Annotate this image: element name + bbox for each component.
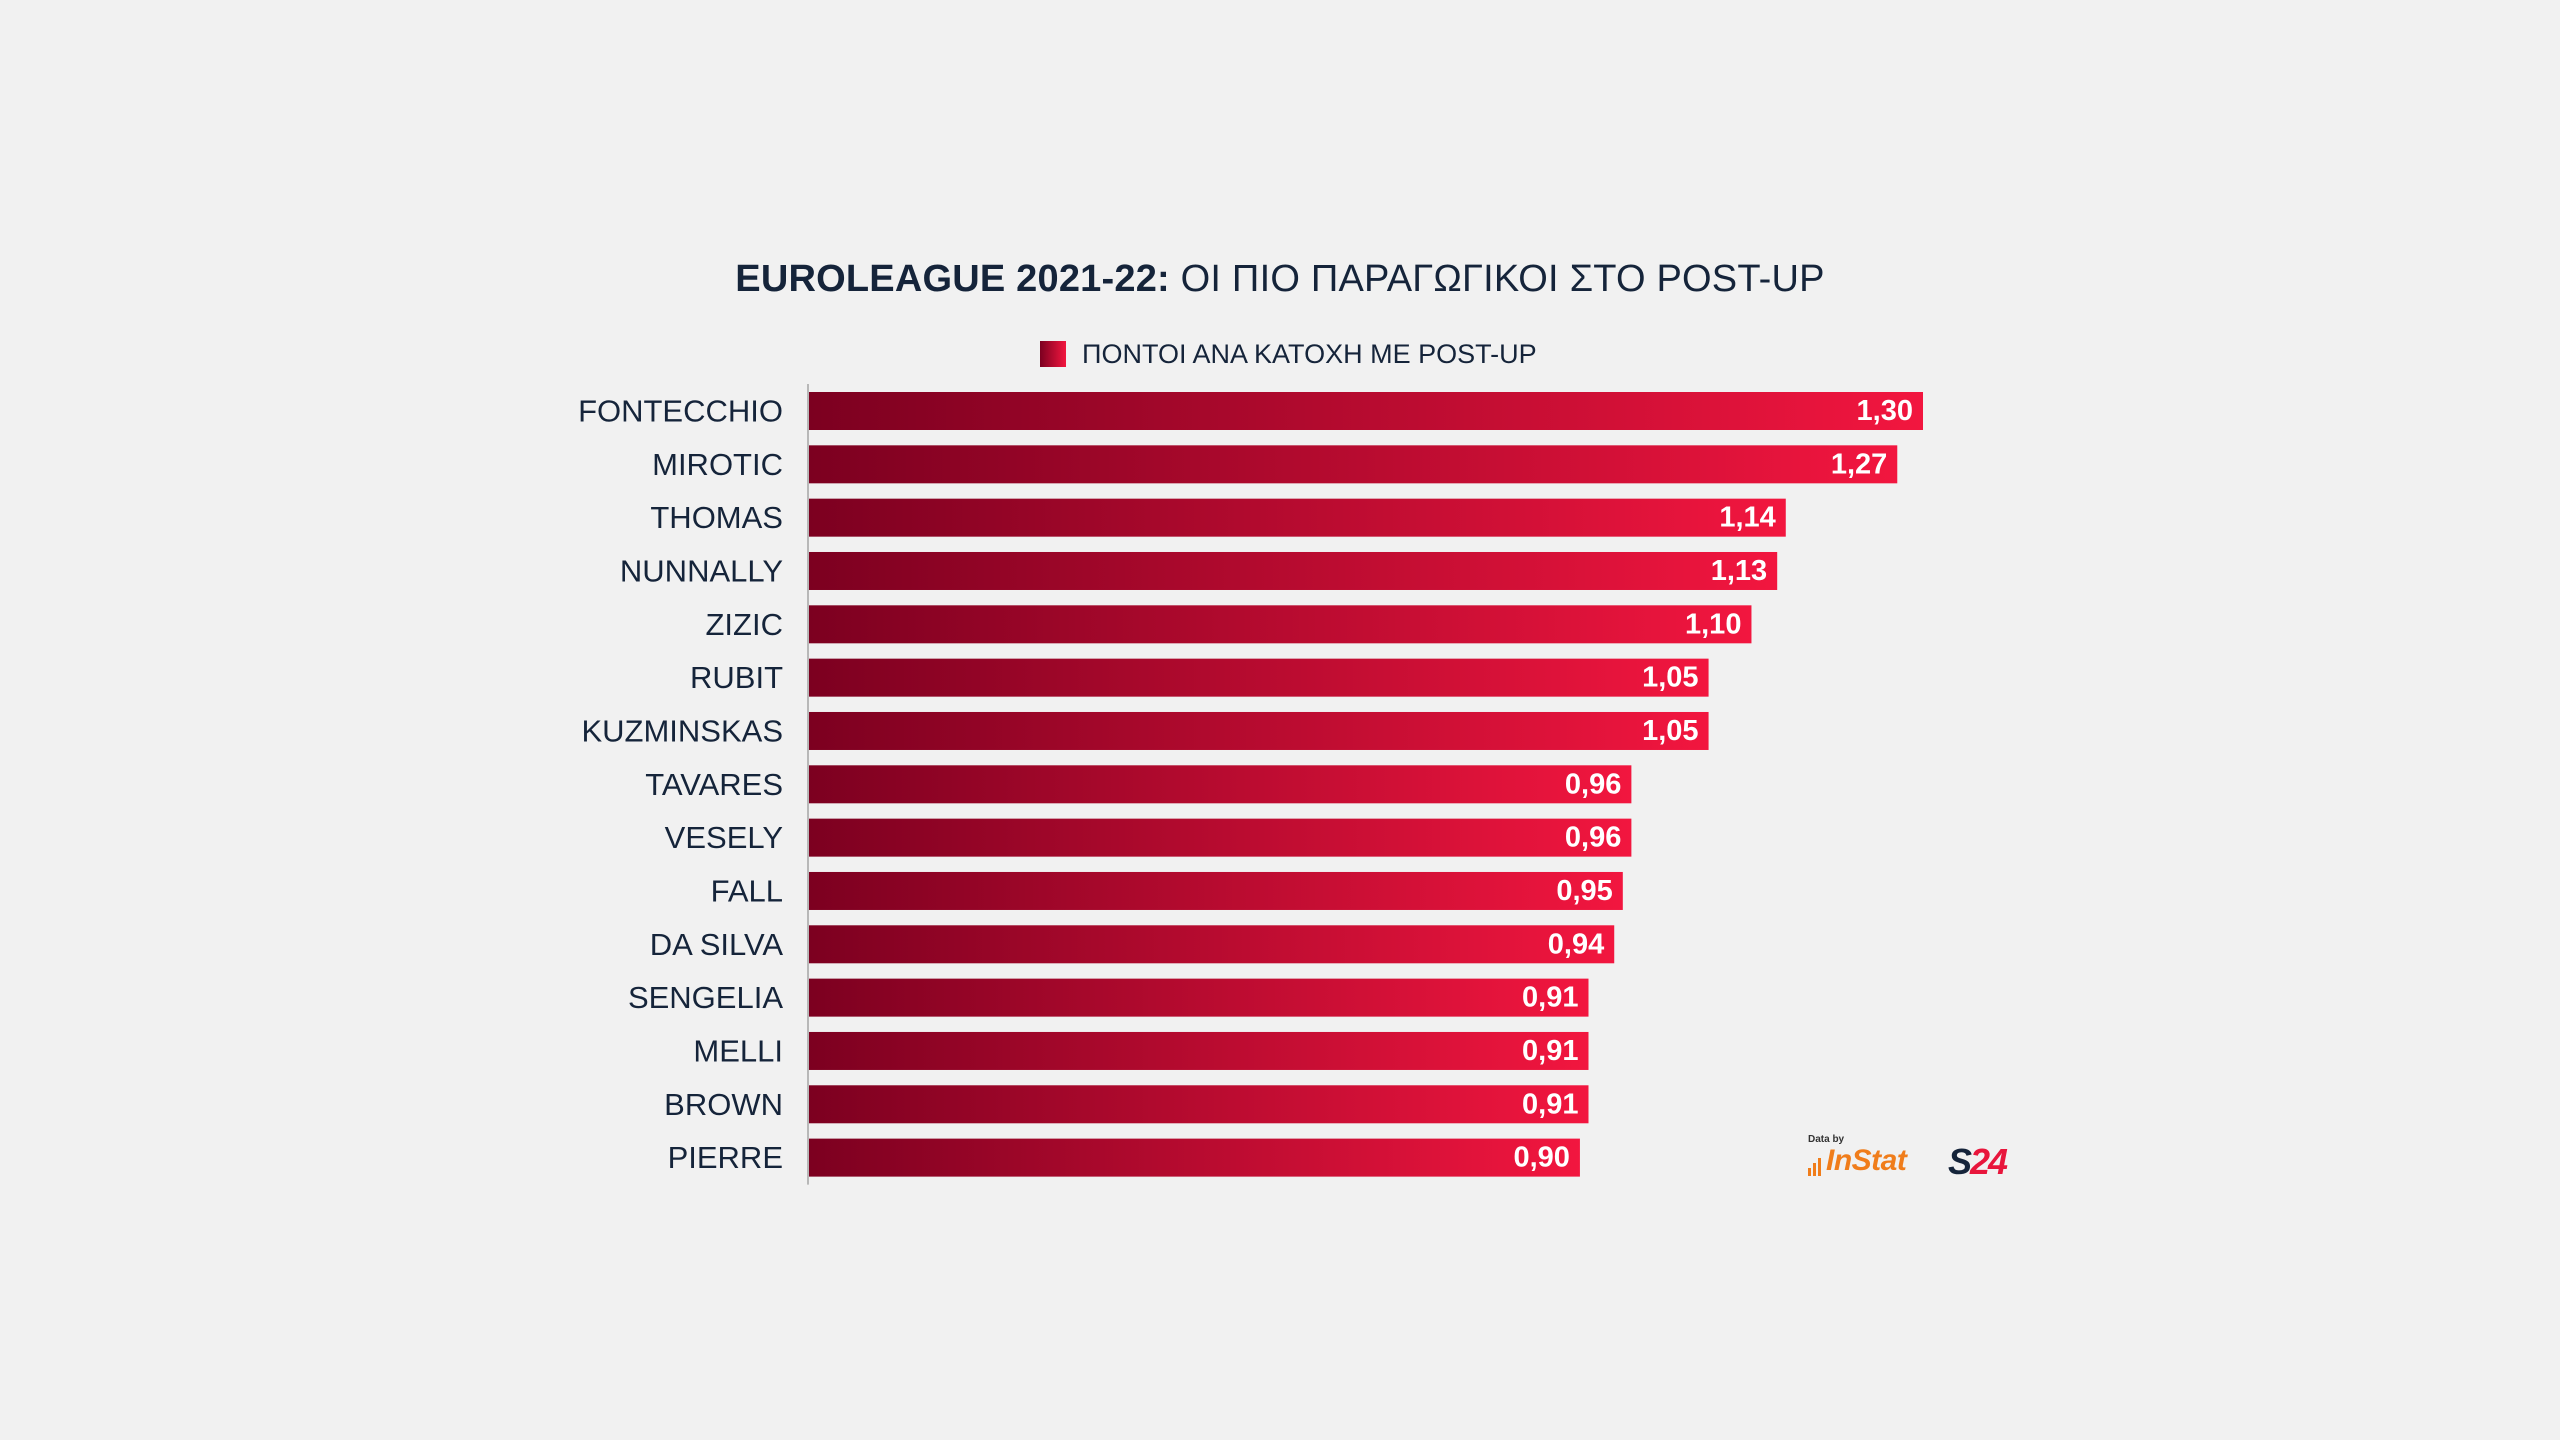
value-label: 0,91	[1522, 1035, 1578, 1067]
value-label: 0,96	[1565, 822, 1621, 854]
value-label: 0,96	[1565, 768, 1621, 800]
bar-kuzminskas	[808, 711, 1709, 750]
bar-fall	[808, 871, 1623, 910]
bar-mirotic	[808, 445, 1898, 484]
value-label: 1,27	[1831, 448, 1887, 480]
instat-bars-icon	[1808, 1154, 1823, 1176]
s24-logo: S24	[1948, 1141, 2008, 1182]
category-label: MELLI	[693, 1033, 783, 1068]
category-label: ZIZIC	[706, 607, 784, 642]
chart-title-bold: EUROLEAGUE 2021-22:	[735, 258, 1170, 300]
bar-pierre	[808, 1138, 1580, 1177]
category-label: THOMAS	[650, 500, 783, 535]
category-label: FALL	[711, 873, 783, 908]
bar-melli	[808, 1031, 1589, 1070]
bar-sengelia	[808, 978, 1589, 1017]
bar-rubit	[808, 658, 1709, 697]
value-label: 1,10	[1685, 608, 1741, 640]
bar-da-silva	[808, 925, 1615, 964]
legend-swatch	[1040, 341, 1066, 367]
category-label: PIERRE	[668, 1140, 783, 1175]
category-label: FONTECCHIO	[578, 394, 783, 429]
value-label: 1,05	[1642, 662, 1698, 694]
value-label: 0,90	[1513, 1142, 1569, 1174]
value-label: 0,91	[1522, 982, 1578, 1014]
category-label: RUBIT	[690, 660, 783, 695]
category-label: SENGELIA	[628, 980, 783, 1015]
bar-tavares	[808, 765, 1632, 804]
bar-vesely	[808, 818, 1632, 857]
bar-brown	[808, 1085, 1589, 1124]
bar-thomas	[808, 498, 1786, 537]
bars-layer: FONTECCHIO 1,30 MIROTIC 1,27 THOMAS 1,14 NUNNA…	[578, 392, 1923, 1177]
value-label: 1,30	[1857, 395, 1913, 427]
value-label: 1,13	[1711, 555, 1767, 587]
category-label: DA SILVA	[650, 927, 784, 962]
value-label: 0,94	[1548, 928, 1604, 960]
value-label: 0,95	[1556, 875, 1612, 907]
data-credit: Data by InStat S24	[1808, 1134, 2048, 1184]
instat-logo: InStat	[1808, 1144, 1907, 1177]
category-label: MIROTIC	[652, 447, 783, 482]
category-label: BROWN	[664, 1087, 783, 1122]
category-label: TAVARES	[645, 767, 783, 802]
legend-label: ΠΟΝΤΟΙ ΑΝΑ ΚΑΤΟΧΗ ΜΕ POST-UP	[1082, 338, 1537, 369]
category-label: NUNNALLY	[620, 553, 783, 588]
chart-legend: ΠΟΝΤΟΙ ΑΝΑ ΚΑΤΟΧΗ ΜΕ POST-UP	[1040, 338, 1537, 370]
instat-wordmark: InStat	[1826, 1144, 1907, 1177]
value-label: 1,05	[1642, 715, 1698, 747]
value-label: 1,14	[1719, 502, 1775, 534]
bar-fontecchio	[808, 392, 1923, 430]
chart-title-rest: ΟΙ ΠΙΟ ΠΑΡΑΓΩΓΙΚΟΙ ΣΤΟ POST-UP	[1169, 258, 1825, 300]
data-by-label: Data by	[1808, 1134, 1845, 1145]
value-label: 0,91	[1522, 1088, 1578, 1120]
chart-title: EUROLEAGUE 2021-22: ΟΙ ΠΙΟ ΠΑΡΑΓΩΓΙΚΟΙ Σ…	[0, 258, 2560, 301]
bar-nunnally	[808, 551, 1778, 590]
category-label: VESELY	[665, 820, 783, 855]
bar-zizic	[808, 605, 1752, 644]
category-label: KUZMINSKAS	[581, 713, 783, 748]
